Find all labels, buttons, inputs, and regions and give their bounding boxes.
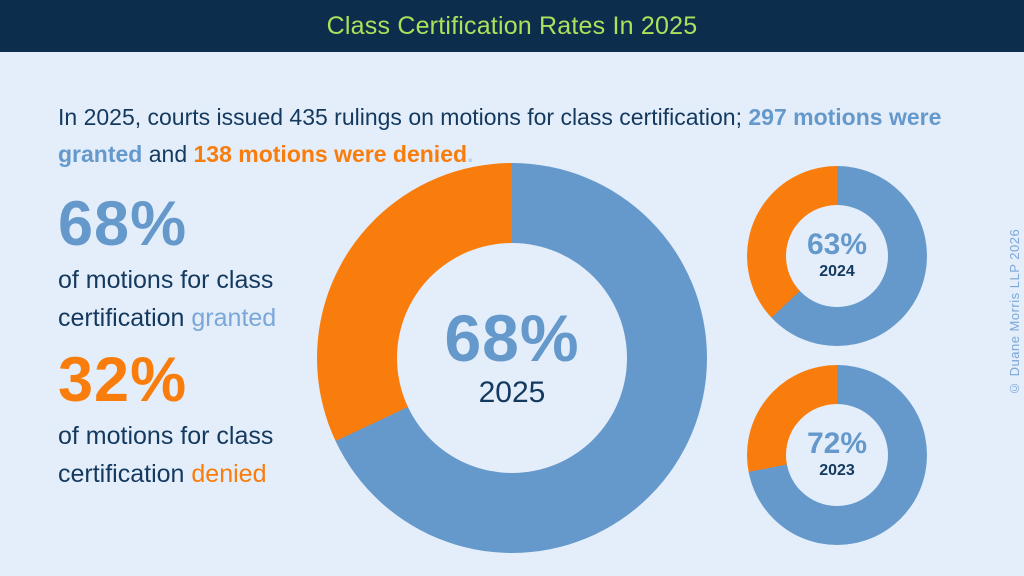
intro-lead: In 2025, courts issued 435 rulings on mo… [58,104,749,130]
stat-denied-value: 32% [58,345,188,415]
stat-granted-highlight: granted [191,304,277,332]
watermark-copyright: © Duane Morris LLP 2026 [1007,228,1022,396]
stat-denied-label: of motions for class certification denie… [58,417,330,493]
stat-granted: 68% of motions for class certification g… [58,190,330,337]
donut-chart-2025: 68% 2025 [317,163,707,553]
intro-granted-phrase: 297 motions were granted [58,104,942,167]
stat-denied-highlight: denied [191,460,267,488]
stat-granted-label: of motions for class certification grant… [58,261,330,337]
stat-granted-label-text: of motions for class certification [58,266,274,332]
donut-chart-2023-value: 72% [806,427,868,460]
stat-denied: 32% of motions for class certification d… [58,346,330,493]
page-title: Class Certification Rates In 2025 [326,11,698,40]
stat-denied-label-text: of motions for class certification [58,422,274,488]
donut-chart-2025-year: 2025 [478,376,546,409]
donut-chart-2024-year: 2024 [819,263,855,280]
stat-granted-value: 68% [58,189,188,259]
donut-chart-2023: 72% 2023 [747,365,927,545]
intro-conjunction: and [142,141,194,167]
header-bar: Class Certification Rates In 2025 [0,0,1024,52]
intro-text: In 2025, courts issued 435 rulings on mo… [58,99,943,173]
donut-chart-2025-hole: 68% 2025 [397,243,627,473]
donut-chart-2023-hole: 72% 2023 [786,404,888,506]
donut-chart-2024-hole: 63% 2024 [786,205,888,307]
intro-period: . [467,141,474,167]
donut-chart-2024-value: 63% [806,228,868,261]
donut-chart-2025-value: 68% [444,301,580,375]
donut-chart-2023-year: 2023 [819,462,855,479]
intro-denied-phrase: 138 motions were denied [193,141,468,167]
donut-chart-2024: 63% 2024 [747,166,927,346]
